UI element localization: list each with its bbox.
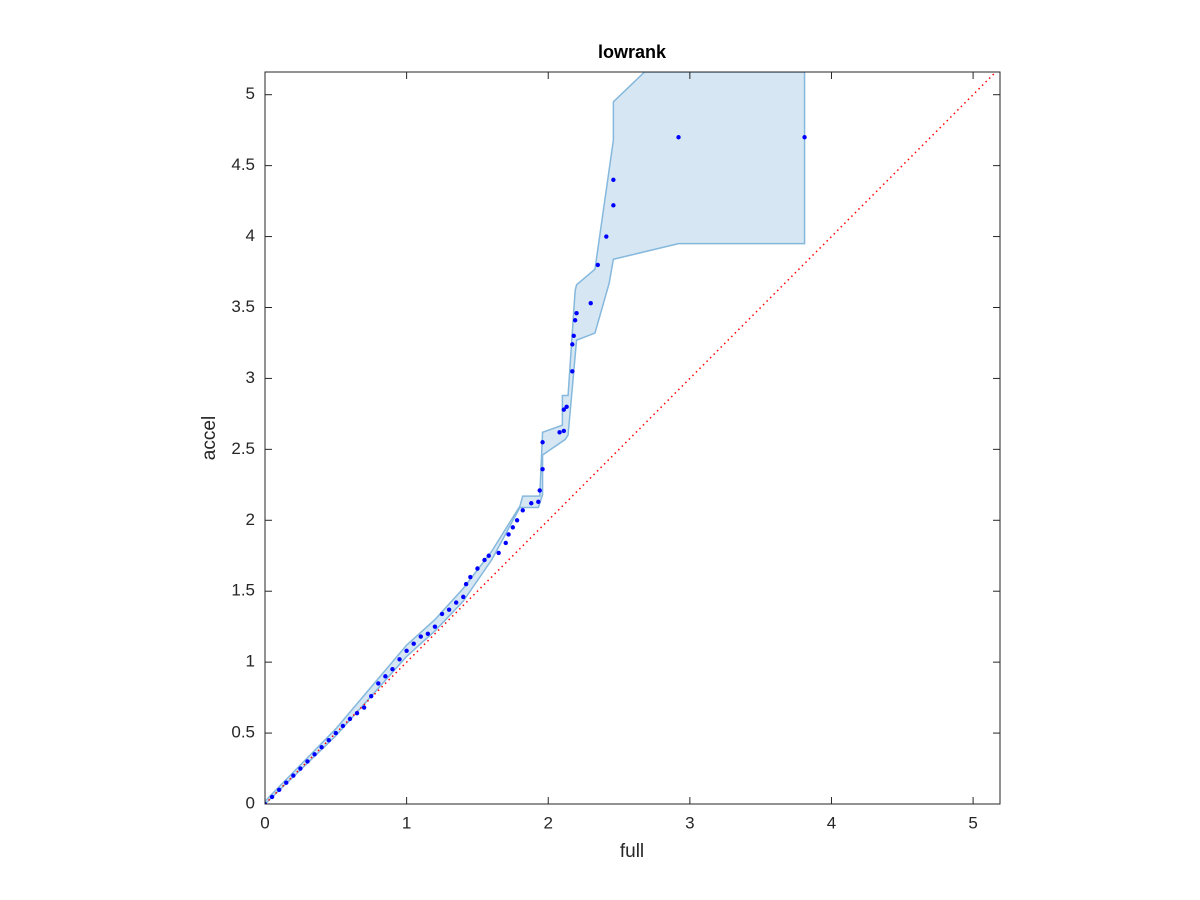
scatter-point	[276, 787, 282, 793]
scatter-point	[354, 711, 360, 716]
scatter-point	[570, 369, 575, 374]
scatter-point	[536, 499, 541, 505]
scatter-point	[529, 501, 534, 506]
scatter-point	[468, 574, 473, 580]
y-tick-label: 5	[246, 84, 255, 103]
scatter-point	[361, 705, 367, 710]
scatter-point	[486, 553, 491, 558]
x-tick-label: 1	[402, 813, 411, 832]
scatter-point	[557, 430, 562, 435]
scatter-point	[390, 667, 395, 672]
scatter-point	[611, 177, 616, 183]
scatter-point	[588, 301, 593, 306]
confidence-band	[265, 72, 806, 804]
y-tick-label: 3.5	[231, 297, 255, 316]
scatter-point	[453, 600, 459, 605]
axes-box	[264, 71, 1001, 805]
scatter-point	[418, 634, 423, 639]
scatter-point	[461, 594, 466, 600]
scatter-point	[404, 648, 409, 653]
scatter-point	[340, 723, 346, 729]
scatter-point	[514, 518, 520, 523]
scatter-point	[561, 407, 567, 412]
scatter-point	[572, 318, 578, 323]
x-tick-label: 4	[827, 813, 836, 832]
scatter-point	[520, 508, 525, 513]
scatter-point	[369, 693, 374, 699]
scatter-point	[411, 641, 416, 646]
scatter-point	[432, 624, 438, 629]
scatter-point	[383, 674, 388, 679]
scatter-point	[540, 467, 545, 472]
x-tick-label: 3	[685, 813, 694, 832]
scatter-point	[611, 203, 616, 208]
scatter-point	[319, 745, 324, 750]
scatter-point	[463, 581, 469, 587]
scatter-point	[496, 550, 501, 556]
scatter-point	[570, 342, 575, 347]
scatter-point	[347, 716, 353, 722]
x-axis-label: full	[620, 841, 644, 862]
scatter-point	[503, 540, 508, 546]
scatter-point	[537, 488, 542, 493]
x-tick-label: 5	[968, 813, 977, 832]
scatter-point	[333, 730, 339, 736]
y-tick-label: 2.5	[231, 439, 255, 458]
y-tick-label: 4.5	[231, 155, 255, 174]
scatter-point	[298, 766, 303, 771]
x-tick-label: 0	[260, 813, 269, 832]
y-tick-label: 0.5	[231, 723, 255, 742]
scatter-point	[561, 428, 567, 434]
scatter-point	[564, 404, 569, 409]
scatter-point	[265, 801, 268, 804]
y-tick-label: 1.5	[231, 581, 255, 600]
scatter-point	[326, 737, 331, 743]
x-tick-label: 2	[544, 813, 553, 832]
scatter-point	[574, 310, 579, 316]
scatter-point	[595, 262, 601, 268]
scatter-point	[291, 773, 296, 778]
scatter-point	[540, 440, 545, 445]
scatter-point	[269, 794, 275, 800]
scatter-point	[305, 759, 310, 764]
plot-area	[265, 72, 997, 804]
y-tick-label: 3	[246, 368, 255, 387]
scatter-point	[482, 557, 487, 563]
scatter-point	[604, 234, 609, 239]
scatter-point	[376, 681, 381, 686]
scatter-point	[425, 631, 431, 636]
y-tick-label: 4	[246, 226, 255, 245]
scatter-point	[676, 135, 681, 140]
y-tick-label: 0	[246, 793, 255, 812]
chart-title: lowrank	[598, 42, 667, 62]
y-tick-label: 1	[246, 652, 255, 671]
scatter-point	[510, 525, 516, 530]
scatter-point	[284, 780, 289, 785]
scatter-point	[312, 752, 317, 757]
scatter-point	[446, 607, 452, 612]
y-axis-label: accel	[199, 416, 220, 460]
scatter-point	[506, 532, 511, 537]
scatter-point	[397, 657, 402, 662]
scatter-point	[439, 611, 445, 617]
scatter-point	[475, 566, 480, 571]
reference-line	[265, 72, 997, 804]
scatter-point	[802, 135, 807, 140]
scatter-point	[571, 333, 576, 339]
y-tick-label: 2	[246, 510, 255, 529]
